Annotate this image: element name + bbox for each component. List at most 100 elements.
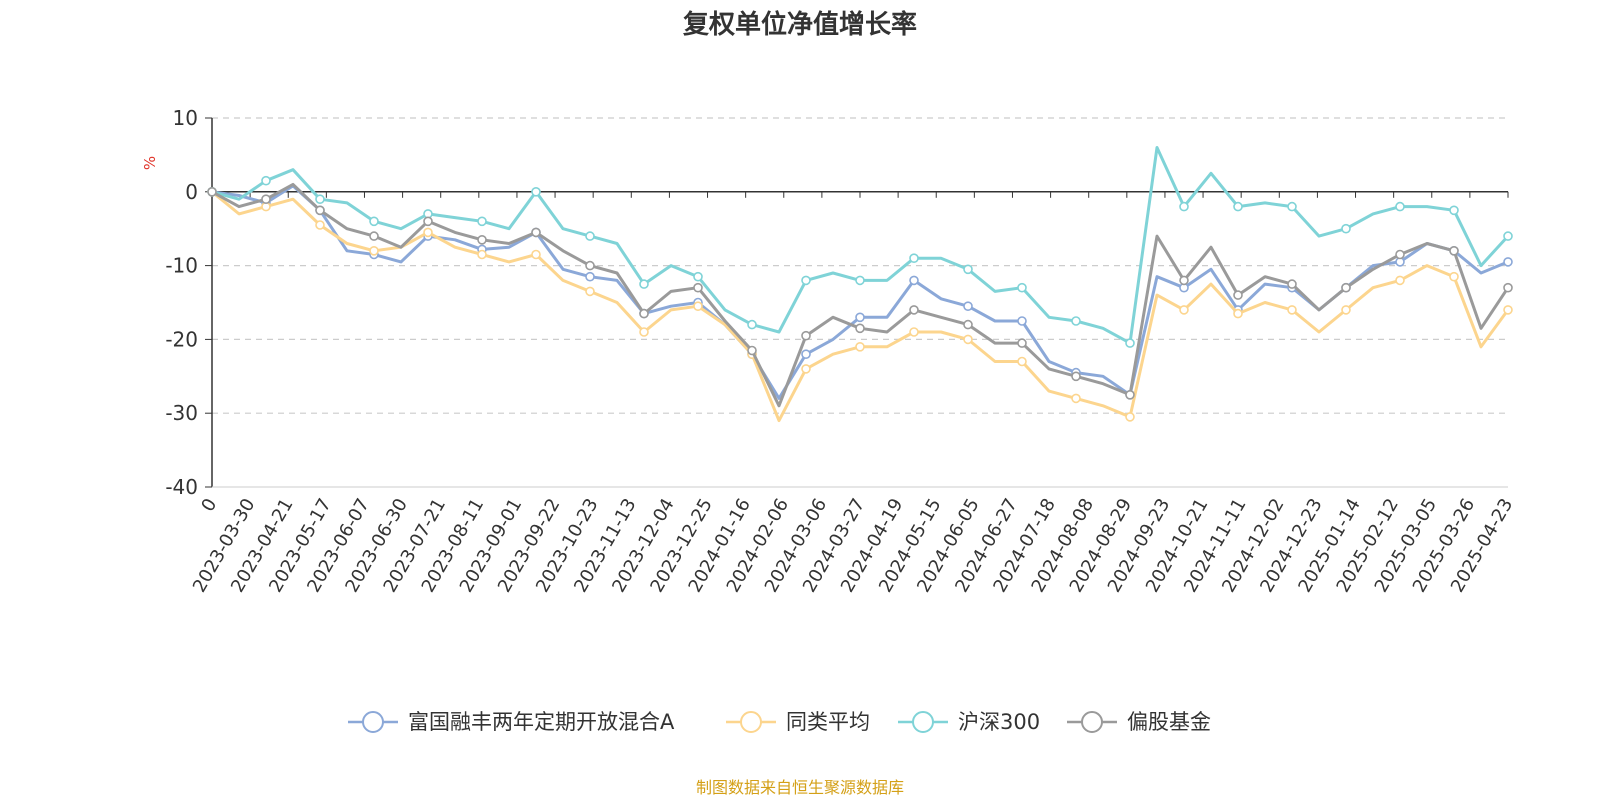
series-point: [1395, 201, 1405, 212]
series-group: [207, 182, 1513, 408]
series-lines: [207, 146, 1513, 423]
series-point: [369, 216, 379, 227]
series-point: [477, 235, 487, 245]
series-point: [855, 323, 865, 334]
series-point: [639, 327, 649, 337]
legend-label: 偏股基金: [1127, 710, 1211, 734]
series-point: [531, 227, 541, 238]
series-group: [207, 146, 1513, 348]
series-point: [585, 260, 595, 271]
series-point: [1233, 308, 1243, 319]
series-point: [369, 231, 379, 241]
series-point: [1449, 205, 1459, 216]
legend-marker: [1081, 711, 1103, 733]
y-tick-label: -10: [165, 254, 198, 278]
series-point: [1341, 223, 1351, 234]
series-point: [693, 282, 703, 293]
legend-marker: [912, 711, 934, 733]
series-point: [261, 175, 271, 186]
series-point: [963, 319, 973, 330]
data-source-note: 制图数据来自恒生聚源数据库: [696, 778, 904, 797]
series-point: [1179, 201, 1189, 212]
series-point: [963, 334, 973, 345]
gridlines: [212, 117, 1508, 414]
series-line: [211, 182, 1510, 408]
series-point: [639, 279, 649, 289]
series-point: [315, 220, 325, 230]
series-point: [909, 305, 919, 315]
series-point: [963, 264, 973, 275]
series-point: [1395, 275, 1405, 286]
series-point: [369, 246, 379, 256]
series-point: [261, 194, 271, 204]
y-tick-label: -20: [165, 327, 198, 351]
legend-item[interactable]: 沪深300: [898, 710, 1040, 734]
series-point: [1233, 201, 1243, 212]
series-point: [1449, 246, 1459, 256]
series-point: [1287, 279, 1297, 289]
series-point: [1179, 305, 1189, 315]
series-point: [423, 227, 433, 238]
series-point: [909, 275, 919, 286]
series-point: [855, 312, 865, 323]
series-group: [207, 187, 1513, 423]
series-point: [1395, 249, 1405, 260]
series-point: [1017, 316, 1027, 326]
legend-item[interactable]: 偏股基金: [1067, 710, 1211, 734]
series-point: [1449, 271, 1459, 282]
y-tick-label: -40: [165, 475, 198, 499]
series-point: [423, 216, 433, 227]
series-point: [801, 364, 811, 374]
series-point: [1017, 282, 1027, 293]
series-point: [1125, 389, 1135, 400]
series-point: [315, 205, 325, 216]
y-tick-label: 10: [173, 106, 198, 130]
legend[interactable]: 富国融丰两年定期开放混合A 同类平均 沪深300 偏股基金: [348, 710, 1211, 734]
series-point: [585, 271, 595, 282]
series-point: [1017, 356, 1027, 367]
y-axis-unit-label: %: [141, 156, 159, 170]
series-point: [855, 341, 865, 352]
y-tick-label: 0: [185, 180, 198, 204]
series-point: [855, 275, 865, 286]
x-tick-label: 0: [197, 495, 221, 515]
series-point: [1341, 282, 1351, 293]
legend-marker: [740, 711, 762, 733]
series-line: [211, 184, 1509, 400]
series-point: [1503, 305, 1513, 315]
series-point: [1503, 257, 1513, 267]
legend-item[interactable]: 同类平均: [726, 710, 870, 734]
series-point: [909, 327, 919, 337]
series-point: [1503, 231, 1513, 241]
series-point: [1017, 338, 1027, 348]
series-point: [207, 187, 217, 197]
series-point: [801, 349, 811, 360]
series-point: [1125, 412, 1135, 422]
series-point: [1071, 371, 1081, 382]
series-point: [693, 271, 703, 282]
series-point: [1287, 305, 1297, 315]
series-point: [747, 345, 757, 356]
legend-item[interactable]: 富国融丰两年定期开放混合A: [348, 710, 675, 734]
legend-marker: [362, 711, 384, 733]
series-point: [801, 330, 811, 341]
series-point: [531, 249, 541, 260]
series-point: [909, 253, 919, 264]
series-point: [1179, 275, 1189, 286]
series-point: [639, 308, 649, 319]
series-point: [1287, 201, 1297, 212]
series-point: [1233, 290, 1243, 300]
series-point: [1125, 338, 1135, 348]
legend-label: 同类平均: [786, 710, 870, 734]
series-point: [315, 194, 325, 204]
y-tick-label: -30: [165, 401, 198, 425]
series-point: [585, 286, 595, 297]
series-point: [1341, 305, 1351, 315]
series-point: [1071, 316, 1081, 326]
legend-label: 沪深300: [958, 710, 1040, 734]
series-point: [801, 275, 811, 286]
series-point: [531, 187, 541, 197]
series-point: [585, 231, 595, 241]
